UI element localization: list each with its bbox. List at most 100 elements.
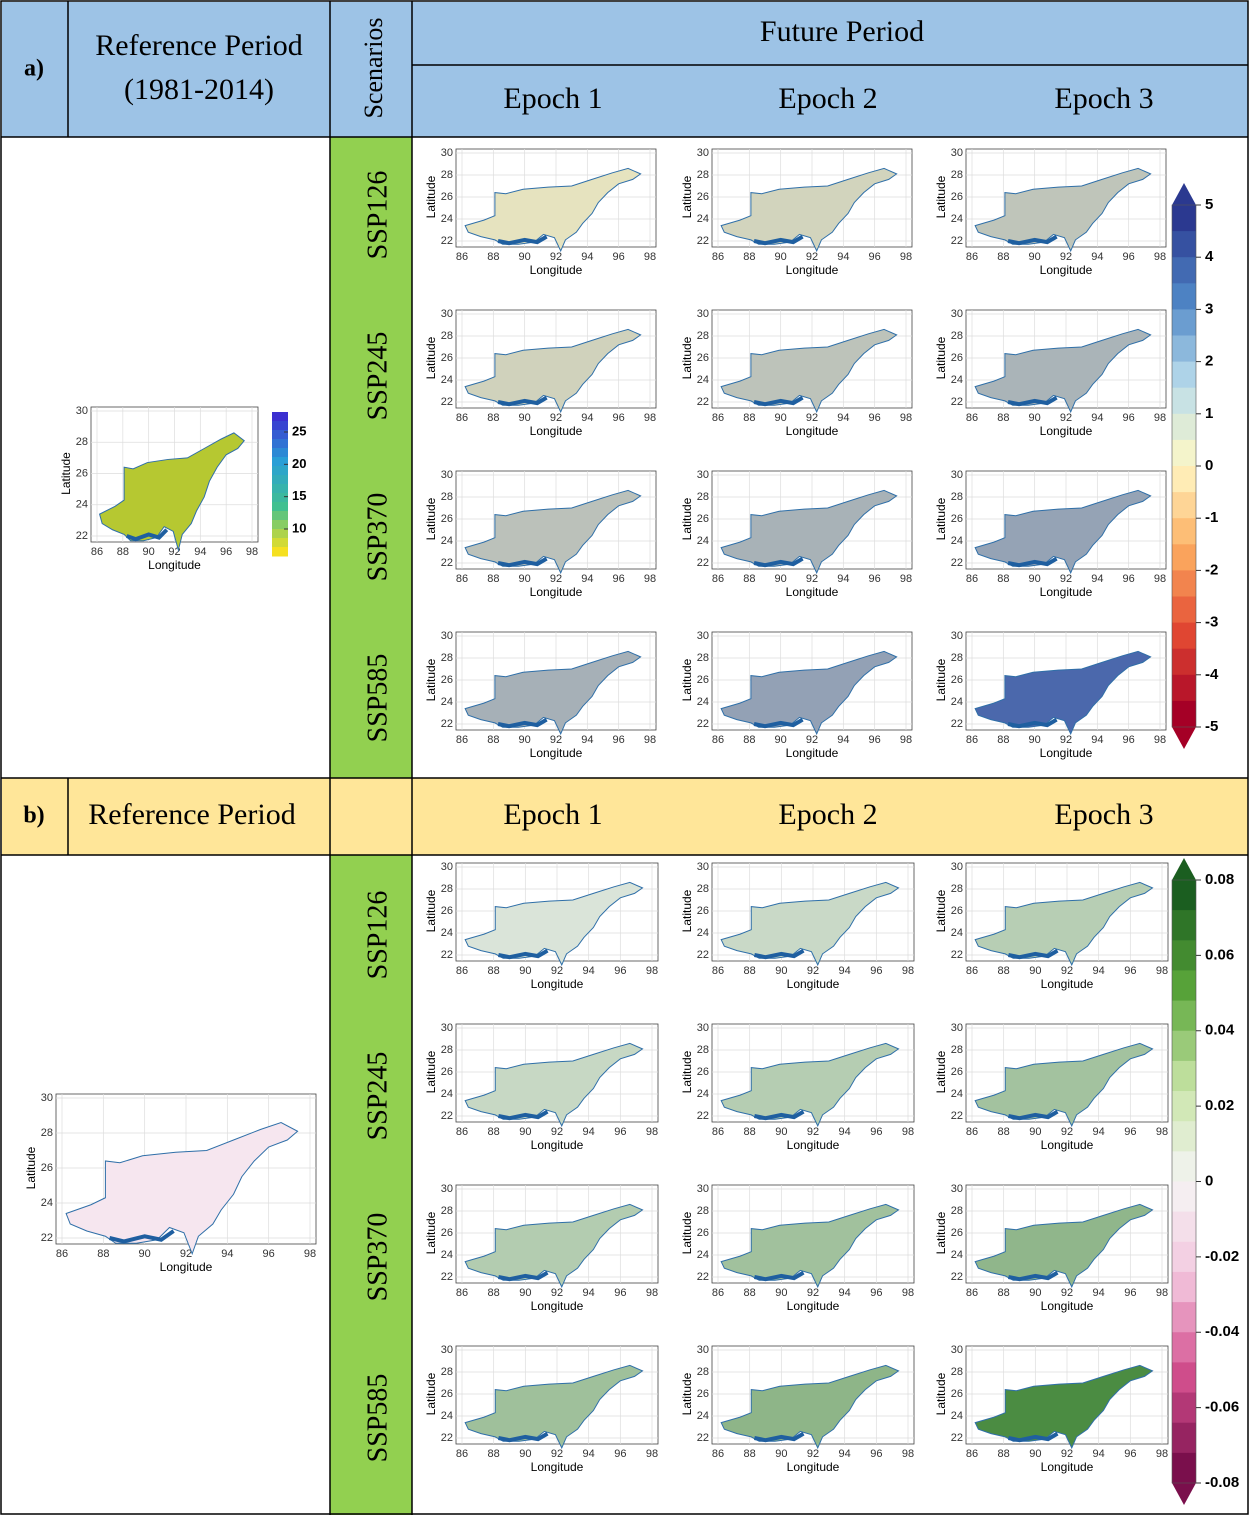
- x-tick-label: 88: [998, 1448, 1010, 1460]
- x-tick-label: 90: [1029, 573, 1041, 585]
- x-tick-label: 94: [839, 965, 851, 977]
- y-tick-label: 24: [951, 374, 963, 386]
- y-tick-label: 28: [441, 330, 453, 342]
- colorbar-label: 10: [292, 520, 306, 535]
- x-tick-label: 86: [456, 573, 468, 585]
- y-tick-label: 28: [441, 1044, 453, 1056]
- x-tick-label: 92: [1060, 412, 1072, 424]
- x-tick-label: 86: [56, 1248, 68, 1260]
- x-axis-label: Longitude: [1041, 1299, 1094, 1313]
- x-tick-label: 90: [519, 965, 531, 977]
- colorbar-band: [272, 502, 288, 512]
- x-tick-label: 90: [775, 1126, 787, 1138]
- x-tick-label: 92: [806, 251, 818, 263]
- x-tick-label: 94: [1093, 1448, 1105, 1460]
- x-tick-label: 98: [1154, 251, 1166, 263]
- x-tick-label: 86: [456, 1448, 468, 1460]
- colorbar-band: [272, 421, 288, 431]
- x-tick-label: 98: [1156, 1126, 1168, 1138]
- x-tick-label: 86: [966, 251, 978, 263]
- y-tick-label: 22: [697, 1432, 709, 1444]
- epoch-header: Epoch 3: [1054, 798, 1153, 831]
- y-tick-label: 22: [697, 235, 709, 247]
- x-tick-label: 96: [614, 1448, 626, 1460]
- scenario-label: SSP370: [362, 1213, 393, 1302]
- x-tick-label: 98: [304, 1248, 316, 1260]
- x-axis-label: Longitude: [786, 424, 839, 438]
- x-tick-label: 96: [869, 412, 881, 424]
- x-tick-label: 92: [550, 412, 562, 424]
- x-tick-label: 92: [807, 1448, 819, 1460]
- map: 868890929496983028262422LongitudeLatitud…: [424, 147, 656, 277]
- y-tick-label: 28: [951, 1205, 963, 1217]
- y-tick-label: 30: [697, 861, 709, 873]
- y-tick-label: 26: [697, 1388, 709, 1400]
- y-tick-label: 26: [441, 1066, 453, 1078]
- y-tick-label: 28: [697, 169, 709, 181]
- y-axis-label: Latitude: [424, 1211, 438, 1254]
- y-tick-label: 22: [441, 1110, 453, 1122]
- x-tick-label: 90: [775, 1448, 787, 1460]
- x-tick-label: 98: [646, 965, 658, 977]
- x-axis-label: Longitude: [787, 1299, 840, 1313]
- y-tick-label: 26: [697, 513, 709, 525]
- x-tick-label: 94: [837, 573, 849, 585]
- x-tick-label: 98: [900, 412, 912, 424]
- x-tick-label: 94: [581, 412, 593, 424]
- colorbar-band: [1172, 1001, 1196, 1032]
- map: 868890929496983028262422LongitudeLatitud…: [59, 405, 258, 572]
- scenario-label: SSP245: [362, 1052, 393, 1141]
- x-tick-label: 96: [1124, 1287, 1136, 1299]
- y-axis-label: Latitude: [424, 1372, 438, 1415]
- x-tick-label: 92: [806, 412, 818, 424]
- y-axis-label: Latitude: [424, 175, 438, 218]
- y-tick-label: 30: [697, 1183, 709, 1195]
- colorbar-band: [1172, 1061, 1196, 1092]
- y-tick-label: 26: [441, 191, 453, 203]
- x-tick-label: 92: [1061, 965, 1073, 977]
- y-axis-label: Latitude: [424, 1050, 438, 1093]
- y-tick-label: 30: [951, 1183, 963, 1195]
- x-tick-label: 92: [550, 734, 562, 746]
- y-tick-label: 26: [951, 1227, 963, 1239]
- x-axis-label: Longitude: [531, 977, 584, 991]
- y-axis-label: Latitude: [680, 658, 694, 701]
- colorbar-band: [1172, 414, 1196, 441]
- x-tick-label: 88: [487, 251, 499, 263]
- scenario-label: SSP585: [362, 1374, 393, 1463]
- colorbar-band: [272, 493, 288, 503]
- x-tick-label: 98: [646, 1126, 658, 1138]
- x-tick-label: 96: [613, 734, 625, 746]
- colorbar-band: [1172, 1272, 1196, 1303]
- x-tick-label: 86: [966, 1448, 978, 1460]
- y-tick-label: 22: [951, 1110, 963, 1122]
- colorbar-end: [1172, 183, 1196, 205]
- y-tick-label: 26: [76, 467, 88, 479]
- x-axis-label: Longitude: [1040, 424, 1093, 438]
- colorbar-band: [272, 457, 288, 467]
- x-tick-label: 96: [1123, 412, 1135, 424]
- colorbar-band: [1172, 940, 1196, 971]
- y-tick-label: 28: [697, 1205, 709, 1217]
- y-tick-label: 26: [951, 1388, 963, 1400]
- y-tick-label: 28: [697, 652, 709, 664]
- x-tick-label: 90: [143, 546, 155, 558]
- colorbar-band: [1172, 570, 1196, 597]
- colorbar-band: [1172, 1182, 1196, 1213]
- x-tick-label: 96: [1123, 573, 1135, 585]
- x-tick-label: 94: [194, 546, 206, 558]
- x-tick-label: 90: [519, 1287, 531, 1299]
- y-tick-label: 22: [951, 557, 963, 569]
- x-axis-label: Longitude: [1041, 977, 1094, 991]
- epoch-header: Epoch 2: [778, 798, 877, 831]
- colorbar-label: -0.02: [1205, 1248, 1239, 1265]
- colorbar-band: [272, 466, 288, 476]
- x-axis-label: Longitude: [530, 746, 583, 760]
- y-tick-label: 26: [441, 674, 453, 686]
- y-tick-label: 22: [951, 396, 963, 408]
- colorbar-band: [1172, 970, 1196, 1001]
- x-tick-label: 86: [456, 251, 468, 263]
- x-tick-label: 98: [902, 1126, 914, 1138]
- y-tick-label: 22: [76, 530, 88, 542]
